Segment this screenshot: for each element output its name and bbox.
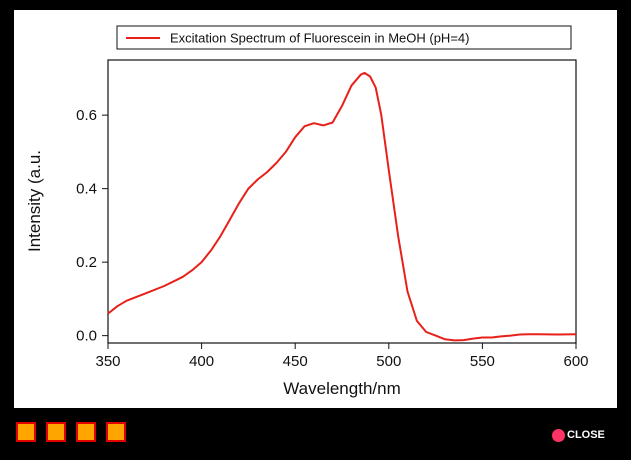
y-tick-label: 0.4	[76, 181, 97, 198]
close-label: CLOSE	[567, 429, 605, 441]
plot-area	[107, 59, 577, 344]
x-tick-label: 450	[283, 353, 308, 370]
close-dot-icon	[552, 428, 565, 442]
y-tick-label: 0.2	[76, 254, 97, 271]
slide-square-3[interactable]	[76, 422, 96, 442]
footer-bar: CLOSE	[0, 408, 631, 460]
close-button[interactable]: CLOSE	[552, 426, 605, 444]
excitation-spectrum-chart: 350 400 450 500 550 600 0.0 0.2 0.4 0.6 Excitati…	[25, 25, 589, 398]
y-axis-title: Intensity (a.u.	[25, 150, 44, 252]
y-tick-label: 0.0	[76, 328, 97, 345]
x-tick-label: 350	[95, 353, 120, 370]
slide-square-1[interactable]	[16, 422, 36, 442]
legend-box	[116, 25, 572, 50]
chart-frame: 350 400 450 500 550 600 0.0 0.2 0.4 0.6 Excitati…	[14, 10, 617, 408]
series-line-excitation	[107, 71, 577, 342]
slide-square-4[interactable]	[106, 422, 126, 442]
x-tick-label: 400	[189, 353, 214, 370]
legend: Excitation Spectrum of Fluorescein in Me…	[116, 25, 572, 50]
x-axis-title: Wavelength/nm	[283, 379, 400, 398]
x-tick-label: 600	[563, 353, 588, 370]
x-tick-label: 500	[376, 353, 401, 370]
legend-label: Excitation Spectrum of Fluorescein in Me…	[170, 31, 469, 46]
slide-square-2[interactable]	[46, 422, 66, 442]
x-tick-label: 550	[470, 353, 495, 370]
y-tick-label: 0.6	[76, 107, 97, 124]
